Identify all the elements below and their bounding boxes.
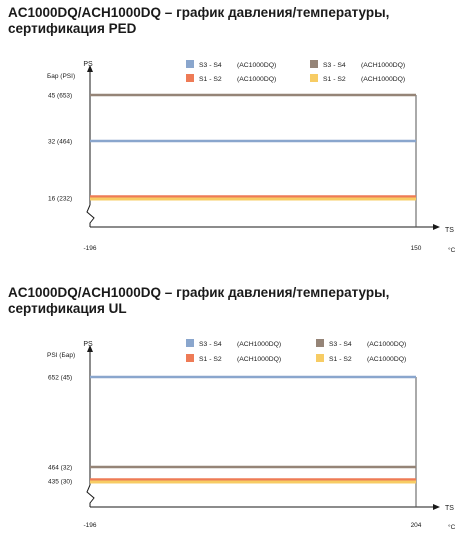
chart2-legend-name: S1 - S2 [329, 356, 352, 363]
chart1-x-symbol: TS [445, 227, 454, 234]
chart1-legend-model: (AC1000DQ) [237, 62, 276, 69]
chart2-legend-swatch [186, 354, 194, 362]
chart1-legend-swatch [310, 74, 318, 82]
chart1-axis-break [86, 204, 95, 227]
chart2-legend-name: S3 - S4 [199, 341, 222, 348]
chart1-y-tick-label: 32 (464) [48, 139, 72, 146]
chart2-y-tick-label: 652 (45) [48, 375, 72, 382]
chart2-y-unit: PSI (Бар) [47, 352, 75, 359]
chart2-x-symbol: TS [445, 505, 454, 512]
chart2-x-tick-label: -196 [83, 522, 96, 529]
chart1-plot: PS Бар (PSI) TS °C -196 150 45 (653) 32 (464) 16… [47, 60, 456, 254]
chart1-x-tick-label: -196 [83, 245, 96, 252]
chart1-legend-swatch [310, 60, 318, 68]
chart2-legend-swatch [316, 354, 324, 362]
chart1-x-unit: °C [448, 246, 456, 254]
chart1-legend-name: S1 - S2 [323, 76, 346, 83]
chart1-legend-swatch [186, 60, 194, 68]
chart2-legend-model: (ACH1000DQ) [237, 356, 281, 363]
chart2-y-tick-label: 464 (32) [48, 465, 72, 472]
chart2-y-symbol: PS [83, 341, 93, 348]
chart2-legend-swatch [316, 339, 324, 347]
chart2-axis-break [86, 484, 95, 507]
chart1-y-tick-label: 16 (232) [48, 196, 72, 203]
chart2-x-tick-label: 204 [411, 522, 422, 529]
chart2-x-axis-arrow [433, 504, 440, 510]
chart1-y-axis-arrow [87, 65, 93, 72]
chart1-x-tick-label: 150 [411, 245, 422, 252]
chart1-legend-model: (ACH1000DQ) [361, 62, 405, 69]
chart1-legend-name: S1 - S2 [199, 76, 222, 83]
chart1-title: AC1000DQ/ACH1000DQ – график давления/тем… [8, 5, 390, 36]
chart2-legend-model: (AC1000DQ) [367, 341, 406, 348]
chart2-legend-model: (AC1000DQ) [367, 356, 406, 363]
chart2-y-axis-arrow [87, 345, 93, 352]
chart1-x-axis-arrow [433, 224, 440, 230]
chart1-legend-name: S3 - S4 [199, 62, 222, 69]
chart1-legend-name: S3 - S4 [323, 62, 346, 69]
chart1-y-tick-label: 45 (653) [48, 93, 72, 100]
chart2-legend-model: (ACH1000DQ) [237, 341, 281, 348]
chart1-y-symbol: PS [83, 61, 93, 68]
chart1-legend-model: (AC1000DQ) [237, 76, 276, 83]
chart1-y-unit: Бар (PSI) [47, 73, 75, 80]
chart2-y-tick-label: 435 (30) [48, 479, 72, 486]
chart2-legend-name: S1 - S2 [199, 356, 222, 363]
chart2-x-unit: °C [448, 523, 456, 531]
chart2-legend-swatch [186, 339, 194, 347]
chart1-legend-swatch [186, 74, 194, 82]
chart1-legend-model: (ACH1000DQ) [361, 76, 405, 83]
chart2-title: AC1000DQ/ACH1000DQ – график давления/тем… [8, 285, 390, 316]
chart2-legend-name: S3 - S4 [329, 341, 352, 348]
